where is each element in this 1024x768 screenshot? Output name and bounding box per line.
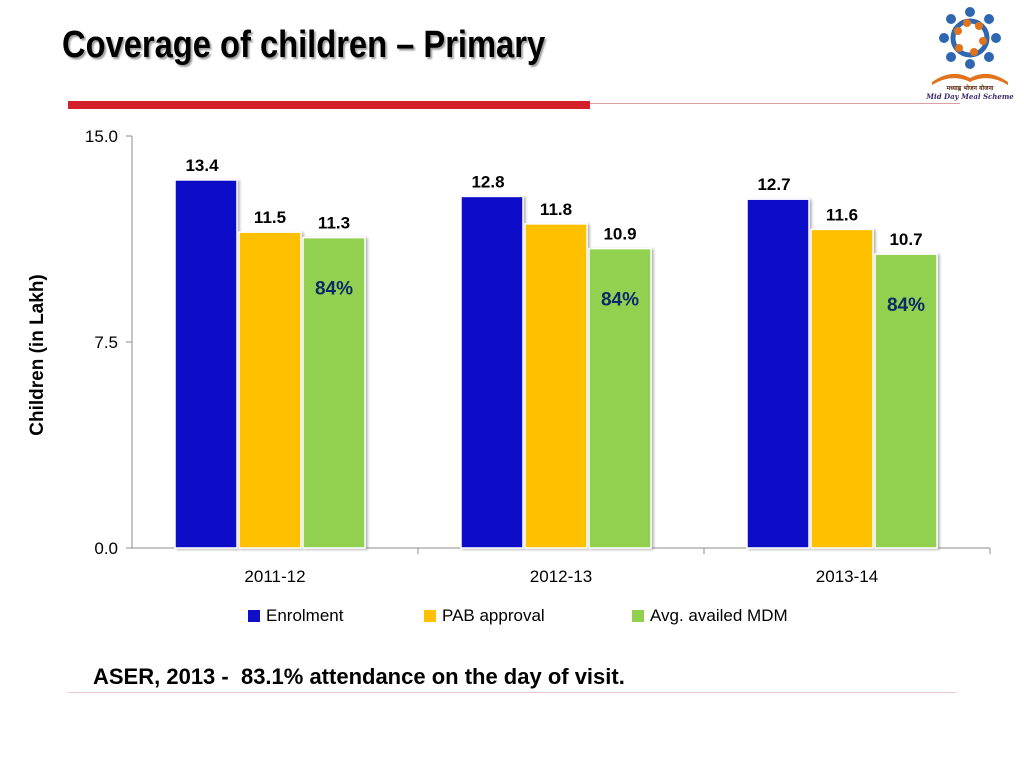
bar-value-label: 10.7	[889, 230, 922, 249]
y-tick-label: 15.0	[85, 127, 118, 146]
y-tick-label: 7.5	[94, 333, 118, 352]
bottom-divider	[68, 692, 956, 693]
bar	[746, 198, 810, 549]
logo-caption-hindi: मध्याह्न भोजन योजना	[946, 85, 994, 92]
bar-chart: 0.07.515.0 13.411.5 11.312.811.810.912.71…	[27, 127, 991, 625]
logo-people-ring	[939, 7, 1001, 69]
logo-book	[932, 73, 1008, 85]
bar	[238, 231, 302, 549]
bar-value-label: 12.7	[757, 175, 790, 194]
legend-label: Enrolment	[266, 606, 344, 625]
bar-value-label: 13.4	[185, 156, 219, 175]
bar	[810, 228, 874, 549]
x-axis-ticks: 2011-12 2012-13 2013-14	[244, 548, 991, 586]
bar	[174, 179, 238, 549]
bar-value-label: 11.6	[826, 205, 858, 224]
legend-swatch	[248, 610, 260, 622]
legend-label: Avg. availed MDM	[650, 606, 788, 625]
legend: Enrolment PAB approval Avg. availed MDM	[248, 606, 788, 625]
bar	[874, 253, 938, 549]
slide-title: Coverage of children – Primary	[62, 24, 546, 66]
bar-value-label: 10.9	[603, 225, 636, 244]
title-underline-red	[68, 101, 590, 109]
mid-day-meal-logo-icon	[932, 7, 1008, 85]
y-axis-title: Children (in Lakh)	[27, 274, 48, 436]
bar-value-label: 11.8	[540, 200, 572, 219]
legend-label: PAB approval	[442, 606, 545, 625]
logo-caption-english: Mid Day Meal Scheme	[926, 92, 1014, 101]
percentage-annotation: 84%	[601, 290, 639, 311]
legend-swatch	[424, 610, 436, 622]
bar	[302, 236, 366, 549]
x-tick-label: 2012-13	[530, 567, 592, 586]
bar	[588, 247, 652, 549]
logo-plates	[954, 19, 987, 56]
percentage-annotation: 84%	[887, 295, 925, 316]
source-footnote: ASER, 2013 - 83.1% attendance on the day…	[93, 664, 625, 689]
bar	[460, 195, 524, 549]
value-labels-group: 13.4 11.5 11.3 12.8 11.8 10.9 12.7 11.6 10.7	[185, 156, 922, 249]
percentage-annotations-group: 84% 84% 84%	[315, 279, 925, 316]
y-axis-ticks: 0.0 7.5 15.0	[85, 127, 132, 558]
bar	[524, 223, 588, 549]
legend-swatch	[632, 610, 644, 622]
y-tick-label: 0.0	[94, 539, 118, 558]
bar-value-label: 12.8	[471, 172, 504, 191]
percentage-annotation: 84%	[315, 279, 353, 300]
bars-group	[174, 179, 938, 549]
bar-value-label: 11.3	[318, 214, 350, 233]
title-underline-thin	[590, 103, 960, 104]
bar-value-label: 11.5	[254, 208, 286, 227]
x-tick-label: 2013-14	[816, 567, 878, 586]
x-tick-label: 2011-12	[244, 567, 305, 586]
